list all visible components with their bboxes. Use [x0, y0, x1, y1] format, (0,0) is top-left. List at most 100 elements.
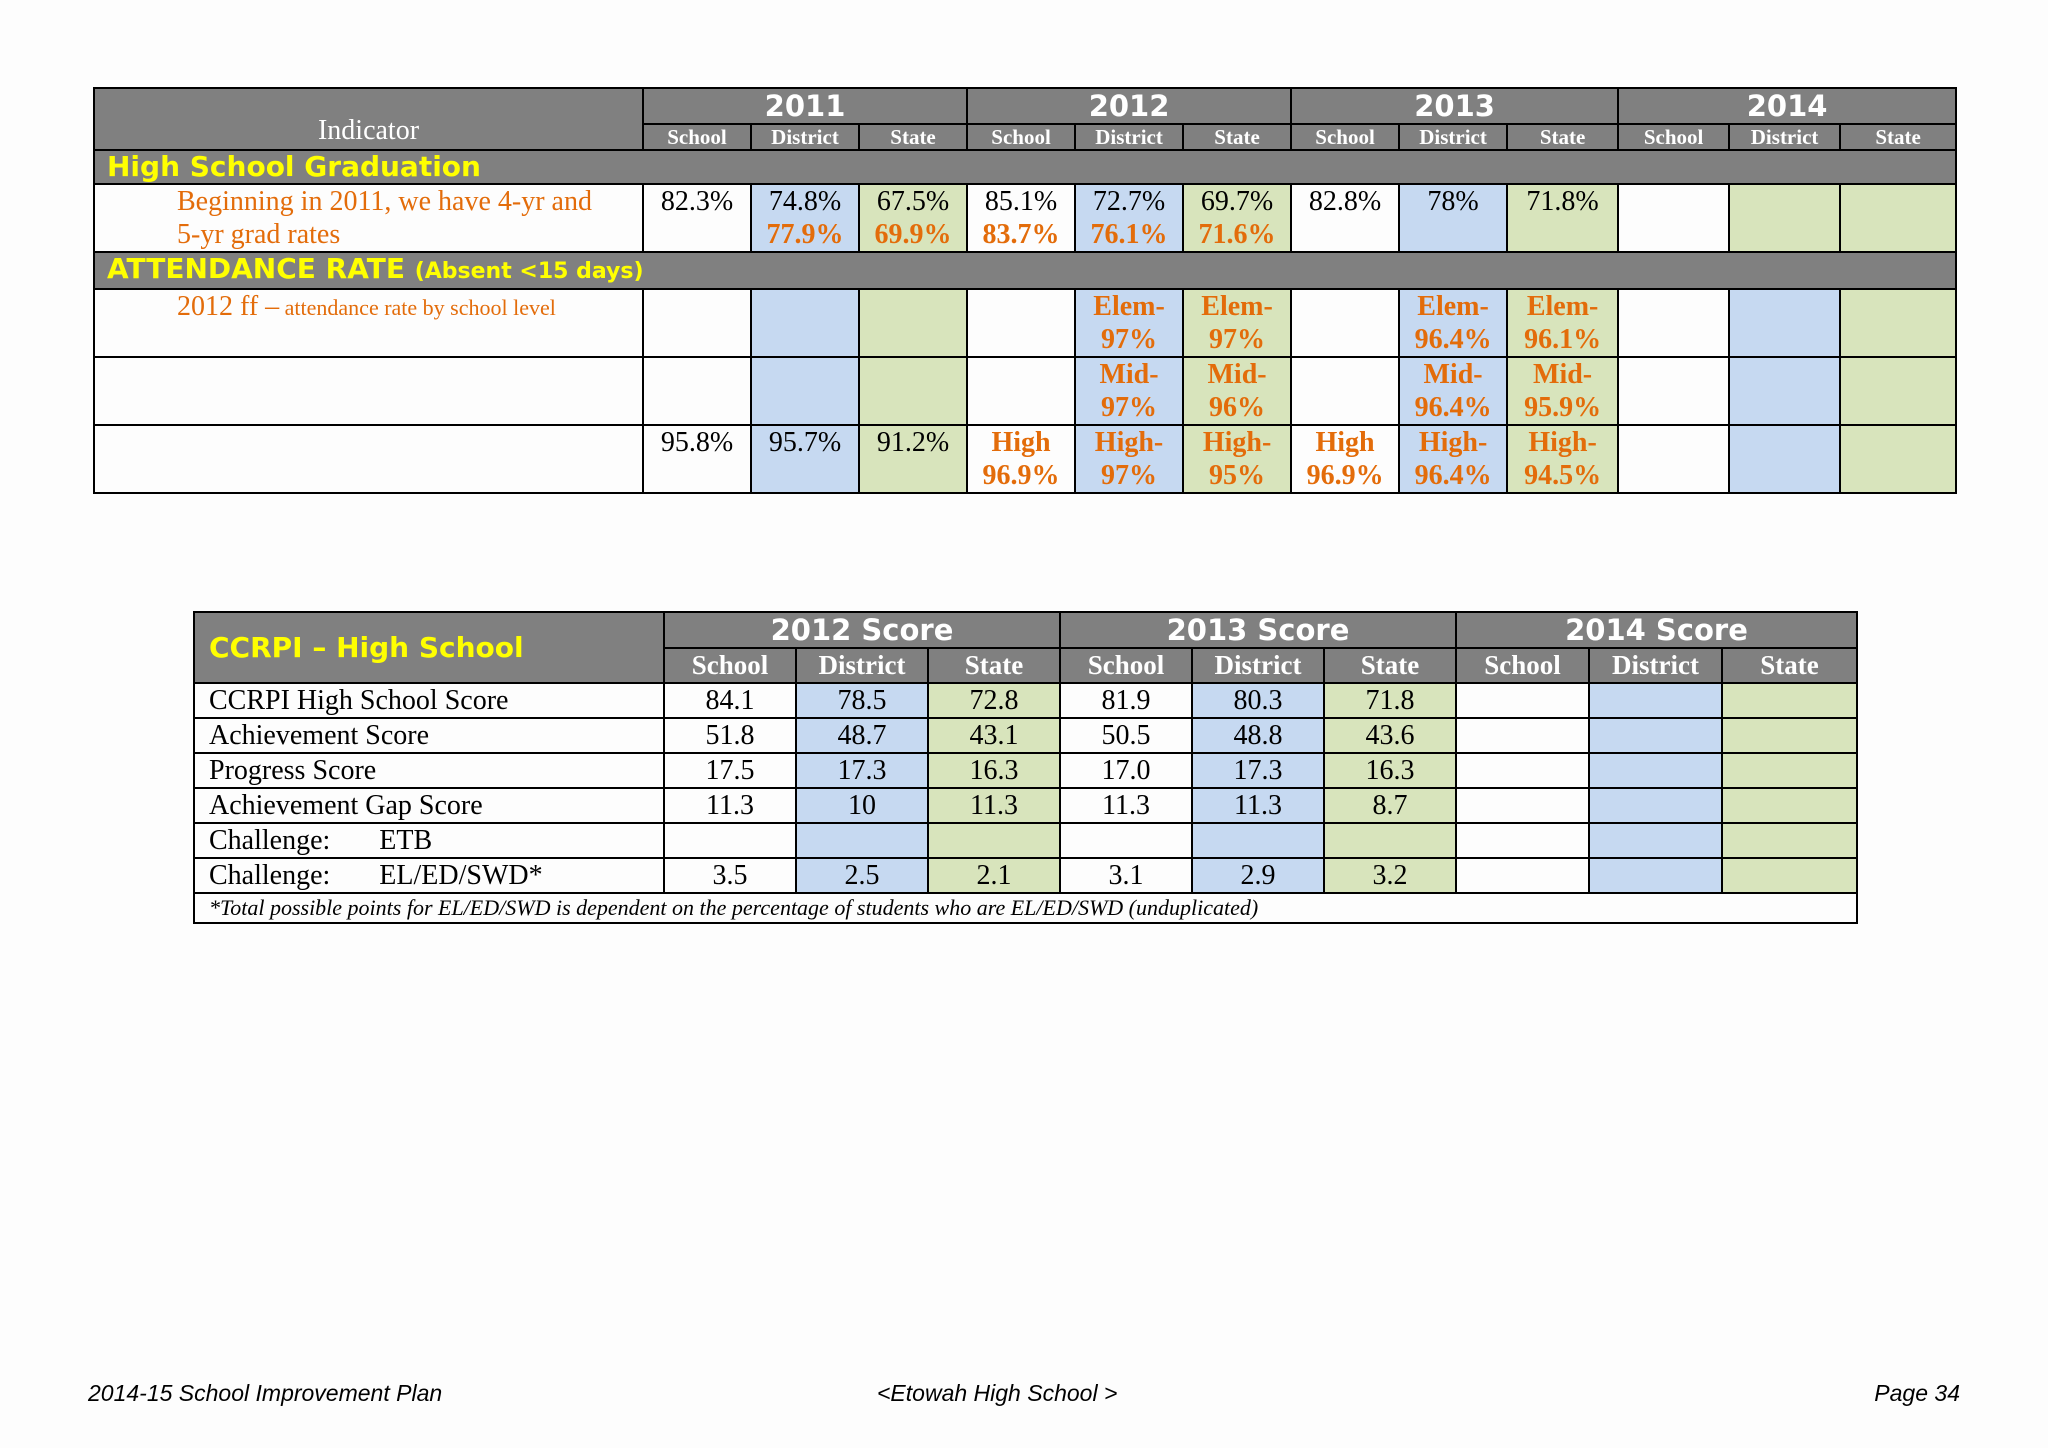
value: High- [1202, 427, 1272, 458]
score-cell: 3.2 [1323, 857, 1457, 894]
year-header-2012: 2012 [966, 87, 1293, 125]
value: Mid- [1099, 359, 1159, 390]
attendance-label-sub: attendance rate by school level [279, 295, 556, 320]
att-mid-2011-state [857, 356, 969, 426]
value: 96% [1209, 392, 1266, 423]
att-mid-2011-district [750, 356, 860, 426]
att-high-2011-state: 91.2% [857, 424, 969, 494]
value-5yr: 83.7% [982, 219, 1060, 250]
row-label: Challenge: ETB [193, 822, 665, 859]
sub-header-state: State [1721, 647, 1858, 684]
value: Elem- [1417, 291, 1489, 322]
value: 96.4% [1414, 324, 1492, 355]
value: 97% [1101, 392, 1158, 423]
score-cell [1721, 822, 1858, 859]
score-cell: 3.5 [663, 857, 797, 894]
score-cell: 2.1 [927, 857, 1061, 894]
grad-2011-state: 67.5% 69.9% [857, 183, 969, 253]
grad-2014-state [1839, 183, 1958, 253]
grad-2011-school: 82.3% [642, 183, 752, 253]
score-cell: 8.7 [1323, 787, 1457, 824]
grad-2013-state: 71.8% [1506, 183, 1620, 253]
sub-header-district: District [1728, 123, 1842, 151]
score-cell [927, 822, 1061, 859]
footer-plan-title: 2014-15 School Improvement Plan [88, 1380, 443, 1406]
score-cell [1191, 822, 1325, 859]
score-cell: 17.3 [795, 752, 929, 789]
score-header-2012: 2012 Score [663, 611, 1061, 649]
att-high-2011-school: 95.8% [642, 424, 752, 494]
score-cell [1588, 857, 1723, 894]
graduation-label-line2: 5-yr grad rates [177, 219, 341, 250]
att-elem-2012-school [966, 288, 1077, 358]
value: 67.5% [876, 186, 950, 217]
sub-header-school: School [1290, 123, 1401, 151]
table-row: Achievement Score 51.8 48.7 43.1 50.5 48.8 43.… [193, 717, 1858, 754]
att-high-2014-district [1728, 424, 1842, 494]
value: 95.7% [768, 427, 842, 458]
score-header-2014: 2014 Score [1455, 611, 1858, 649]
score-cell: 11.3 [927, 787, 1061, 824]
sub-header-district: District [1074, 123, 1185, 151]
score-cell [1588, 752, 1723, 789]
footer-school-name: <Etowah High School > [877, 1380, 1118, 1406]
att-mid-2014-state [1839, 356, 1958, 426]
score-cell [1455, 752, 1590, 789]
att-elem-2011-district [750, 288, 860, 358]
value: 74.8% [768, 186, 842, 217]
score-cell [1721, 682, 1858, 719]
att-mid-2012-school [966, 356, 1077, 426]
indicator-header: Indicator [93, 87, 644, 151]
value-5yr: 77.9% [766, 219, 844, 250]
section-graduation: High School Graduation [92, 149, 1958, 185]
score-cell [1588, 682, 1723, 719]
value: 91.2% [876, 427, 950, 458]
value: Mid- [1423, 359, 1483, 390]
score-cell [1455, 787, 1590, 824]
row-label: Achievement Gap Score [193, 787, 665, 824]
sub-header-district: District [795, 647, 929, 684]
att-mid-2013-school [1290, 356, 1401, 426]
value: 96.1% [1524, 324, 1602, 355]
year-header-2014: 2014 [1617, 87, 1958, 125]
att-mid-2012-state: Mid- 96% [1182, 356, 1293, 426]
value: High- [1418, 427, 1488, 458]
sub-header-school: School [1059, 647, 1193, 684]
ccrpi-title: CCRPI – High School [193, 611, 665, 684]
value: 96.9% [1306, 460, 1384, 491]
ccrpi-footnote: *Total possible points for EL/ED/SWD is … [193, 892, 1858, 924]
sub-header-district: District [1398, 123, 1509, 151]
sub-header-school: School [642, 123, 752, 151]
score-cell [795, 822, 929, 859]
grad-2012-district: 72.7% 76.1% [1074, 183, 1185, 253]
value: 82.8% [1308, 186, 1382, 217]
att-high-2012-school: High 96.9% [966, 424, 1077, 494]
sub-header-state: State [1182, 123, 1293, 151]
attendance-mid-label [93, 356, 644, 426]
table-row: Challenge: ETB [193, 822, 1858, 859]
table-row: Achievement Gap Score 11.3 10 11.3 11.3 11.3 8… [193, 787, 1858, 824]
grad-2012-state: 69.7% 71.6% [1182, 183, 1293, 253]
indicator-table: Indicator 2011 2012 2013 2014 School Dis… [92, 87, 1958, 494]
att-high-2013-district: High- 96.4% [1398, 424, 1509, 494]
section-attendance: ATTENDANCE RATE (Absent <15 days) [92, 251, 1958, 290]
score-cell: 43.1 [927, 717, 1061, 754]
score-cell: 17.5 [663, 752, 797, 789]
sub-header-state: State [927, 647, 1061, 684]
value: 95% [1209, 460, 1266, 491]
score-header-2013: 2013 Score [1059, 611, 1457, 649]
att-elem-2014-state [1839, 288, 1958, 358]
value: 97% [1101, 324, 1158, 355]
value: 95.8% [660, 427, 734, 458]
att-elem-2013-state: Elem- 96.1% [1506, 288, 1620, 358]
score-cell [1455, 682, 1590, 719]
att-mid-2012-district: Mid- 97% [1074, 356, 1185, 426]
score-cell: 2.5 [795, 857, 929, 894]
sub-header-state: State [1839, 123, 1958, 151]
value: High [1315, 427, 1375, 458]
value: 72.7% [1092, 186, 1166, 217]
section-attendance-subtitle: (Absent <15 days) [414, 259, 644, 284]
score-cell [1588, 787, 1723, 824]
score-cell [1588, 822, 1723, 859]
value: Elem- [1526, 291, 1599, 322]
